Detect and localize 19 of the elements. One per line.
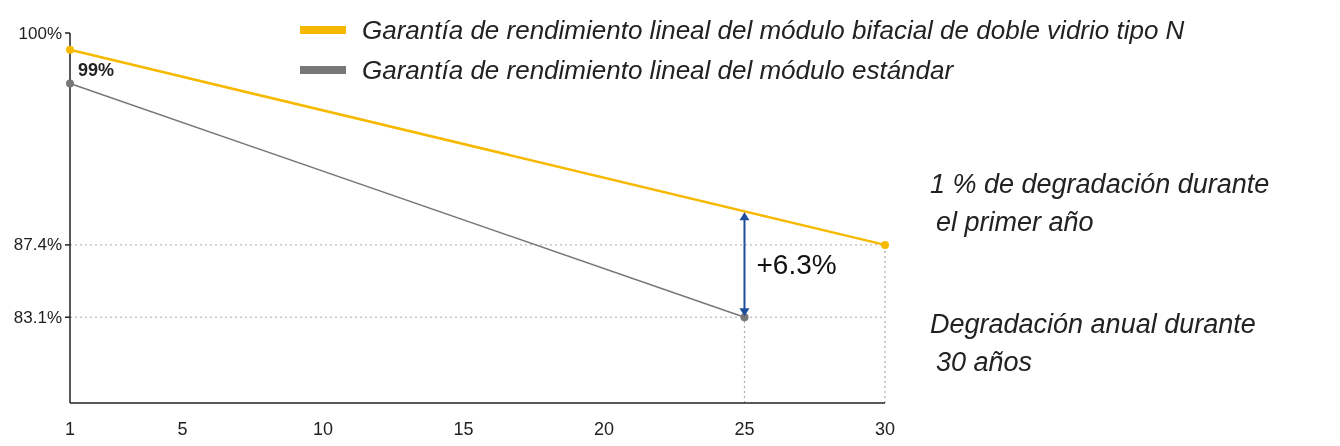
x-tick-label: 25 <box>734 419 755 439</box>
x-tick-label: 30 <box>874 419 896 439</box>
legend-label: Garantía de rendimiento lineal del módulo estándar <box>362 55 955 85</box>
x-tick-label: 10 <box>312 419 333 439</box>
annotation: +6.3% <box>756 249 837 281</box>
point <box>881 240 889 249</box>
legend-label: Garantía de rendimiento lineal del módulo bifacial de doble vidrio tipo N <box>362 15 1185 45</box>
text: 1 % de degradación durante el primer año <box>930 169 1270 237</box>
x-tick-label: 15 <box>453 419 474 439</box>
point <box>66 79 74 88</box>
text: Degradación anual durante 30 años <box>930 309 1256 377</box>
x-tick-label: 20 <box>593 419 614 439</box>
x-tick-label: 1 <box>64 419 76 439</box>
y-tick-label: 83.1% <box>13 307 62 327</box>
x-tick-label: 5 <box>177 419 188 439</box>
y-tick-label: 87.4% <box>13 235 62 255</box>
data-label: 99% <box>78 59 115 80</box>
point <box>66 45 74 54</box>
y-tick-label: 100% <box>18 23 62 43</box>
